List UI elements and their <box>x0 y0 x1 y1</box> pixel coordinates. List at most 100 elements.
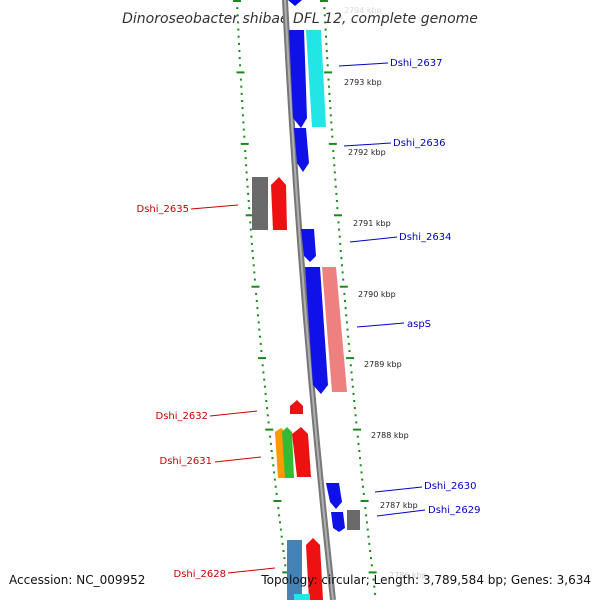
tick-mark <box>270 450 273 452</box>
tick-mark <box>259 335 261 338</box>
tick-mark <box>366 528 369 531</box>
tick-mark <box>264 392 267 395</box>
gene-dshi-2637[interactable] <box>289 30 307 128</box>
tick-mark <box>344 300 346 302</box>
gene-dshi-2628-cyan[interactable] <box>294 594 310 600</box>
tick-mark <box>320 0 328 2</box>
tick-label: 2791 kbp <box>353 219 391 228</box>
tick-mark <box>273 478 276 481</box>
tick-mark <box>359 457 361 460</box>
tick-mark <box>250 242 253 245</box>
tick-mark <box>238 57 241 60</box>
tick-mark <box>351 378 354 381</box>
gene-dshi-2628-blue[interactable] <box>287 540 302 600</box>
tick-mark <box>338 235 341 238</box>
accession-text: Accession: NC_009952 <box>9 573 146 587</box>
tick-mark <box>365 521 368 524</box>
tick-mark <box>325 35 327 38</box>
gene-dshi-2632[interactable] <box>290 400 303 414</box>
tick-mark <box>334 185 337 188</box>
gene-asps[interactable] <box>305 267 328 394</box>
tick-mark <box>249 228 252 231</box>
gene-dshi-2636[interactable] <box>294 128 309 172</box>
tick-mark <box>328 100 331 102</box>
tick-mark <box>334 214 342 217</box>
tick-mark <box>241 100 244 102</box>
gene-asps-overlap[interactable] <box>322 267 347 392</box>
gene-label-dshi-2635[interactable]: Dshi_2635 <box>137 204 189 215</box>
tick-mark <box>359 464 362 467</box>
tick-mark <box>341 271 344 274</box>
tick-mark <box>267 421 270 424</box>
tick-mark <box>353 400 356 402</box>
tick-mark <box>239 64 242 67</box>
gene-dshi-2629-gray[interactable] <box>347 510 360 530</box>
tick-mark <box>360 471 363 474</box>
tick-label: 2793 kbp <box>344 78 382 87</box>
tick-mark <box>241 114 244 117</box>
tick-mark <box>236 71 245 74</box>
tick-mark <box>340 257 343 260</box>
outer-tick-track <box>233 0 291 595</box>
tick-mark <box>266 407 269 410</box>
tick-mark <box>277 507 280 510</box>
tick-mark <box>251 250 254 252</box>
tick-mark <box>244 157 247 160</box>
gene-dshi-2631[interactable] <box>292 427 311 477</box>
gene-dshi-2635-gray[interactable] <box>252 177 268 230</box>
tick-mark <box>278 514 281 517</box>
tick-mark <box>279 528 282 531</box>
tick-mark <box>368 571 377 574</box>
tick-mark <box>282 550 285 552</box>
tick-mark <box>257 314 259 317</box>
tick-mark <box>237 35 240 38</box>
tick-mark <box>334 178 337 181</box>
tick-mark <box>245 171 248 174</box>
gene-dshi-2634[interactable] <box>301 229 316 262</box>
gene-label-dshi-2629[interactable]: Dshi_2629 <box>428 505 480 516</box>
gene-label-dshi-2632[interactable]: Dshi_2632 <box>156 411 208 422</box>
tick-mark <box>258 328 261 331</box>
tick-mark <box>284 564 287 567</box>
gene-label-dshi-2636[interactable]: Dshi_2636 <box>393 138 445 149</box>
gene-label-dshi-2628[interactable]: Dshi_2628 <box>174 569 226 580</box>
gene-dshi-2635[interactable] <box>271 177 287 230</box>
tick-mark <box>245 214 254 217</box>
tick-mark <box>358 450 361 452</box>
gene-label-dshi-2630[interactable]: Dshi_2630 <box>424 481 476 492</box>
tick-mark <box>253 278 256 281</box>
gene-label-asps[interactable]: aspS <box>407 319 431 330</box>
tick-mark <box>368 542 371 545</box>
tick-mark <box>240 92 243 95</box>
tick-mark <box>351 385 354 388</box>
tick-mark <box>324 21 327 24</box>
tick-mark <box>374 592 377 595</box>
gene-dshi-2631-green[interactable] <box>282 427 294 478</box>
tick-mark <box>350 371 353 374</box>
tick-mark <box>233 0 241 2</box>
inner-tick-track <box>320 0 377 595</box>
gene-label-dshi-2637[interactable]: Dshi_2637 <box>390 58 442 69</box>
tick-mark <box>356 435 359 438</box>
gene-dshi-2629[interactable] <box>331 512 345 532</box>
gene-dshi-2628[interactable] <box>306 538 323 600</box>
tick-mark <box>257 321 260 324</box>
gene-dshi-2637-overlap[interactable] <box>306 30 326 127</box>
tick-mark <box>362 492 365 495</box>
map-title: Dinoroseobacter shibae DFL 12, complete … <box>122 11 478 27</box>
gene-label-dshi-2631[interactable]: Dshi_2631 <box>160 456 212 467</box>
tick-mark <box>269 435 272 438</box>
genome-backbone <box>282 0 336 600</box>
gene-features <box>252 0 360 600</box>
gene-dshi-2630[interactable] <box>326 483 342 509</box>
gene-partial-top[interactable] <box>288 0 302 6</box>
tick-mark <box>336 207 339 210</box>
tick-mark <box>329 107 332 110</box>
tick-mark <box>246 185 249 188</box>
tick-mark <box>265 428 274 431</box>
gene-label-dshi-2634[interactable]: Dshi_2634 <box>399 232 451 243</box>
tick-mark <box>263 385 266 388</box>
tick-mark <box>327 78 330 81</box>
tick-mark <box>342 278 345 281</box>
tick-mark <box>333 171 336 174</box>
